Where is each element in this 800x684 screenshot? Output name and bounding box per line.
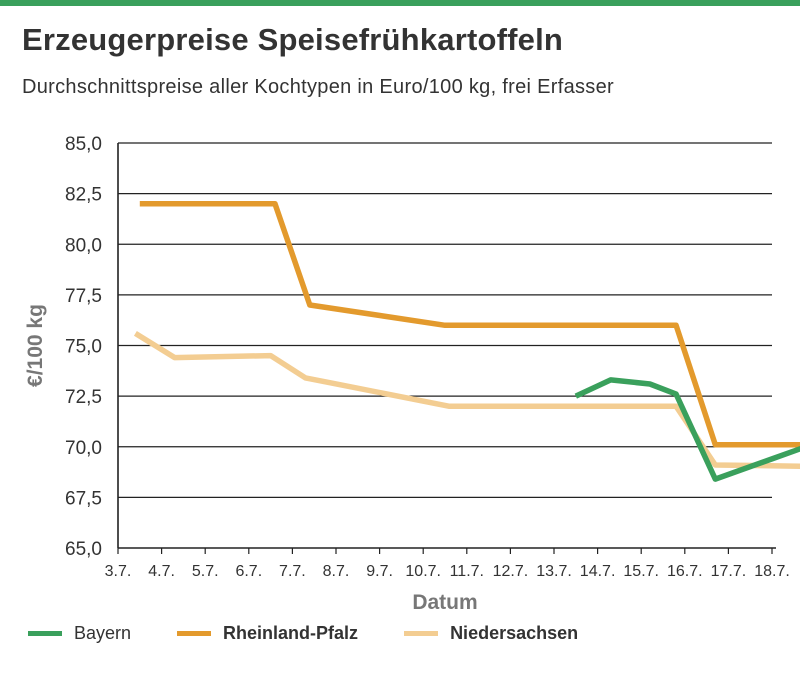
y-tick-label: 85,0 bbox=[65, 134, 102, 155]
y-tick-label: 75,0 bbox=[65, 337, 102, 358]
legend-swatch-niedersachsen bbox=[404, 630, 439, 636]
legend-label-niedersachsen: Niedersachsen bbox=[450, 622, 579, 643]
x-axis-title: Datum bbox=[412, 591, 477, 614]
chart-title: Erzeugerpreise Speisefrühkartoffeln bbox=[22, 22, 564, 57]
x-tick-label: 17.7. bbox=[711, 563, 747, 580]
x-tick-label: 16.7. bbox=[667, 563, 703, 580]
legend-item-bayern: Bayern bbox=[28, 623, 131, 644]
y-tick-label: 70,0 bbox=[65, 438, 102, 459]
x-tick-label: 3.7. bbox=[105, 563, 132, 580]
x-tick-label: 18.7. bbox=[754, 563, 790, 580]
y-tick-label: 65,0 bbox=[65, 539, 102, 560]
x-tick-label: 10.7. bbox=[405, 563, 441, 580]
legend-label-bayern: Bayern bbox=[74, 622, 132, 643]
y-tick-label: 67,5 bbox=[65, 488, 102, 509]
legend-label-rheinland-pfalz: Rheinland-Pfalz bbox=[223, 622, 359, 643]
series-line-bayern bbox=[574, 377, 800, 482]
x-tick-label: 7.7. bbox=[279, 563, 306, 580]
legend: Bayern Rheinland-Pfalz Niedersachsen bbox=[28, 620, 624, 646]
chart-subtitle: Durchschnittspreise aller Kochtypen in E… bbox=[22, 76, 614, 98]
top-accent-bar bbox=[0, 0, 800, 6]
legend-swatch-bayern bbox=[28, 630, 62, 636]
y-tick-label: 82,5 bbox=[65, 185, 102, 206]
x-tick-label: 15.7. bbox=[623, 563, 659, 580]
x-tick-label: 11.7. bbox=[450, 563, 484, 580]
legend-swatch-rheinland-pfalz bbox=[177, 630, 212, 636]
x-tick-label: 8.7. bbox=[323, 563, 350, 580]
x-tick-label: 5.7. bbox=[192, 563, 219, 580]
series-line-rheinland-pfalz bbox=[139, 201, 800, 448]
x-tick-label: 13.7. bbox=[536, 563, 572, 580]
x-tick-label: 4.7. bbox=[148, 563, 175, 580]
x-tick-label: 12.7. bbox=[493, 563, 529, 580]
y-axis-title: €/100 kg bbox=[24, 304, 47, 387]
x-tick-label: 14.7. bbox=[580, 563, 616, 580]
y-tick-label: 77,5 bbox=[65, 286, 102, 307]
legend-item-rheinland-pfalz: Rheinland-Pfalz bbox=[177, 623, 358, 644]
y-tick-label: 80,0 bbox=[65, 235, 102, 256]
x-tick-label: 6.7. bbox=[235, 563, 262, 580]
x-tick-label: 9.7. bbox=[366, 563, 393, 580]
legend-item-niedersachsen: Niedersachsen bbox=[404, 623, 578, 644]
y-tick-label: 72,5 bbox=[65, 387, 102, 408]
